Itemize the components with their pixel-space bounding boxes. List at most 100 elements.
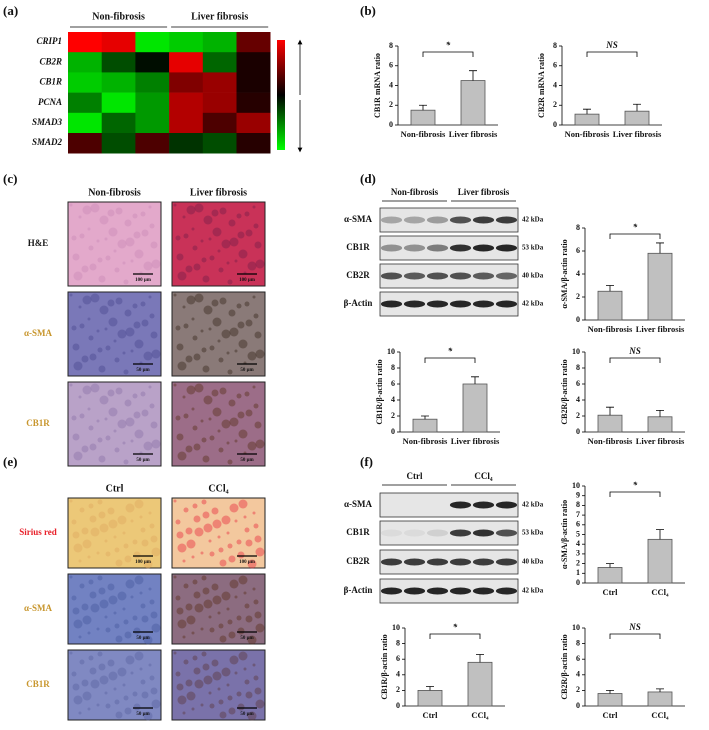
tissue-texture	[151, 259, 161, 269]
tissue-texture	[81, 355, 89, 363]
tissue-texture	[123, 459, 129, 465]
tissue-texture	[217, 611, 221, 615]
scale-bar-label: 50 μm	[240, 368, 254, 373]
tissue-texture	[226, 531, 230, 535]
tissue-texture	[150, 535, 158, 543]
significance-label: *	[633, 222, 638, 232]
y-tick-label: 0	[576, 315, 580, 324]
tissue-texture	[219, 207, 227, 215]
tissue-texture	[141, 539, 149, 547]
y-tick-label: 2	[576, 411, 580, 420]
tissue-texture	[151, 623, 161, 633]
tissue-texture	[117, 515, 127, 525]
tissue-texture	[123, 695, 129, 701]
tissue-texture	[202, 455, 210, 463]
heatmap-cell	[202, 32, 237, 53]
tissue-texture	[88, 425, 94, 431]
tissue-texture	[73, 271, 83, 281]
size-label: 42 kDa	[522, 300, 544, 308]
tissue-texture	[98, 511, 106, 519]
heatmap-cell	[169, 72, 204, 93]
tissue-texture	[78, 635, 82, 639]
tissue-texture	[238, 651, 248, 661]
y-tick-label: 9	[576, 491, 580, 500]
tissue-texture	[192, 579, 198, 585]
y-tick-label: 2	[389, 100, 393, 109]
y-tick-label: 2	[553, 100, 557, 109]
tissue-texture	[105, 345, 111, 351]
tissue-texture	[238, 575, 248, 585]
bar	[412, 418, 438, 433]
column-label: Ctrl	[106, 483, 124, 494]
tissue-texture	[182, 395, 186, 399]
blot-band	[403, 272, 426, 280]
tissue-texture	[122, 531, 126, 535]
tissue-texture	[107, 299, 115, 307]
size-label: 42 kDa	[522, 587, 544, 595]
tissue-texture	[150, 241, 158, 249]
tissue-texture	[148, 511, 152, 515]
tissue-texture	[69, 575, 73, 579]
tissue-texture	[192, 245, 198, 251]
heatmap-cell	[68, 72, 102, 93]
tissue-texture	[185, 265, 193, 273]
micrograph	[171, 201, 266, 287]
tissue-texture	[98, 455, 106, 463]
tissue-texture	[99, 599, 109, 609]
tissue-texture	[148, 587, 152, 591]
tissue-texture	[114, 447, 120, 453]
tissue-texture	[193, 667, 201, 675]
tissue-texture	[228, 399, 236, 407]
y-tick-label: 4	[576, 670, 580, 679]
x-tick-label: Non-fibrosis	[565, 129, 610, 139]
tissue-texture	[253, 675, 259, 681]
tissue-texture	[203, 215, 213, 225]
heatmap-cell	[68, 32, 102, 53]
panel-label: (a)	[3, 3, 18, 18]
tissue-texture	[218, 547, 224, 553]
tissue-texture	[132, 213, 138, 219]
blot-strip	[379, 520, 519, 546]
tissue-texture	[201, 651, 207, 657]
protein-label: CB1R	[346, 527, 370, 537]
blot-band	[403, 216, 426, 224]
heatmap-cell	[169, 92, 204, 114]
heatmap-cell	[236, 52, 271, 73]
group-label: Liver fibrosis	[191, 11, 248, 22]
tissue-texture	[208, 327, 212, 331]
error-bar	[421, 415, 429, 420]
tissue-texture	[87, 555, 91, 559]
tissue-texture	[243, 591, 247, 595]
tissue-texture	[175, 325, 181, 331]
blot-band	[472, 272, 495, 280]
y-tick-label: 7	[576, 510, 580, 519]
tissue-texture	[200, 239, 204, 243]
tissue-texture	[218, 447, 224, 453]
tissue-texture	[211, 209, 219, 217]
tissue-texture	[255, 259, 265, 269]
error-bar	[606, 563, 614, 568]
y-axis-label: CB1R mRNA ratio	[373, 53, 382, 118]
tissue-texture	[123, 543, 129, 549]
significance-label: *	[633, 480, 638, 490]
y-tick-label: 6	[389, 61, 393, 70]
tissue-texture	[134, 651, 144, 661]
y-tick-label: 6	[553, 61, 557, 70]
column-label: Non-fibrosis	[88, 187, 141, 198]
tissue-texture	[254, 241, 262, 249]
blot-band	[426, 244, 449, 252]
tissue-texture	[236, 393, 242, 399]
y-tick-label: 4	[576, 539, 580, 548]
tissue-texture	[201, 437, 207, 443]
blot-band	[472, 529, 495, 537]
tissue-texture	[221, 591, 231, 601]
tissue-texture	[203, 523, 213, 533]
blot-band	[426, 300, 449, 308]
y-axis-label: CB1R/β-actin ratio	[375, 359, 384, 424]
tissue-texture	[244, 679, 250, 685]
tissue-texture	[113, 611, 117, 615]
tissue-texture	[81, 265, 89, 273]
tissue-texture	[88, 335, 94, 341]
y-axis-label: CB2R mRNA ratio	[537, 53, 546, 118]
tissue-texture	[69, 293, 73, 297]
